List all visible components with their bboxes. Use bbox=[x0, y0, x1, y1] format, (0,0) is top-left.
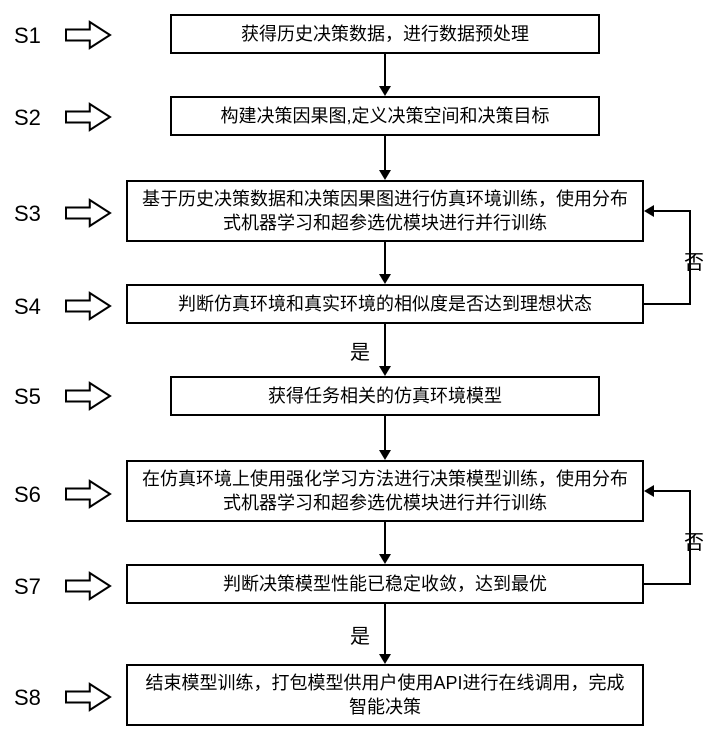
edge-label-s4-s3: 否 bbox=[684, 246, 704, 275]
stage-label-s7: S7 bbox=[14, 574, 41, 600]
step-box-s4: 判断仿真环境和真实环境的相似度是否达到理想状态 bbox=[126, 284, 644, 324]
step-box-s7: 判断决策模型性能已稳定收敛，达到最优 bbox=[126, 564, 644, 604]
stage-pointer-s3-icon bbox=[66, 200, 110, 226]
step-text-s2: 构建决策因果图,定义决策空间和决策目标 bbox=[221, 104, 550, 128]
step-text-s6: 在仿真环境上使用强化学习方法进行决策模型训练，使用分布式机器学习和超参选优模块进… bbox=[138, 467, 632, 516]
stage-label-s5: S5 bbox=[14, 384, 41, 410]
flow-arrow-s7-s8-icon bbox=[375, 604, 395, 664]
edge-label-s7-s8: 是 bbox=[350, 620, 370, 649]
stage-label-s2: S2 bbox=[14, 105, 41, 131]
edge-label-s7-s6: 否 bbox=[684, 526, 704, 555]
stage-label-s1: S1 bbox=[14, 23, 41, 49]
flow-arrow-s5-s6-icon bbox=[375, 416, 395, 460]
stage-label-s6: S6 bbox=[14, 482, 41, 508]
stage-pointer-s6-icon bbox=[66, 481, 110, 507]
step-text-s8: 结束模型训练，打包模型供用户使用API进行在线调用，完成智能决策 bbox=[138, 671, 632, 720]
stage-pointer-s1-icon bbox=[66, 22, 110, 48]
step-text-s7: 判断决策模型性能已稳定收敛，达到最优 bbox=[223, 572, 547, 596]
step-box-s2: 构建决策因果图,定义决策空间和决策目标 bbox=[170, 96, 600, 136]
flow-arrow-s6-s7-icon bbox=[375, 522, 395, 564]
step-text-s5: 获得任务相关的仿真环境模型 bbox=[268, 384, 502, 408]
step-box-s6: 在仿真环境上使用强化学习方法进行决策模型训练，使用分布式机器学习和超参选优模块进… bbox=[126, 460, 644, 522]
step-text-s4: 判断仿真环境和真实环境的相似度是否达到理想状态 bbox=[178, 292, 592, 316]
step-text-s3: 基于历史决策数据和决策因果图进行仿真环境训练，使用分布式机器学习和超参选优模块进… bbox=[138, 187, 632, 236]
flow-arrow-s3-s4-icon bbox=[375, 242, 395, 284]
stage-label-s4: S4 bbox=[14, 294, 41, 320]
stage-pointer-s5-icon bbox=[66, 383, 110, 409]
flow-arrow-s2-s3-icon bbox=[375, 136, 395, 180]
step-text-s1: 获得历史决策数据，进行数据预处理 bbox=[241, 22, 529, 46]
stage-pointer-s8-icon bbox=[66, 684, 110, 710]
stage-label-s8: S8 bbox=[14, 685, 41, 711]
step-box-s3: 基于历史决策数据和决策因果图进行仿真环境训练，使用分布式机器学习和超参选优模块进… bbox=[126, 180, 644, 242]
edge-label-s4-s5: 是 bbox=[350, 336, 370, 365]
flow-arrow-s1-s2-icon bbox=[375, 54, 395, 96]
stage-pointer-s2-icon bbox=[66, 104, 110, 130]
step-box-s5: 获得任务相关的仿真环境模型 bbox=[170, 376, 600, 416]
stage-label-s3: S3 bbox=[14, 201, 41, 227]
step-box-s1: 获得历史决策数据，进行数据预处理 bbox=[170, 14, 600, 54]
stage-pointer-s7-icon bbox=[66, 573, 110, 599]
step-box-s8: 结束模型训练，打包模型供用户使用API进行在线调用，完成智能决策 bbox=[126, 664, 644, 726]
stage-pointer-s4-icon bbox=[66, 293, 110, 319]
flow-arrow-s4-s5-icon bbox=[375, 324, 395, 376]
